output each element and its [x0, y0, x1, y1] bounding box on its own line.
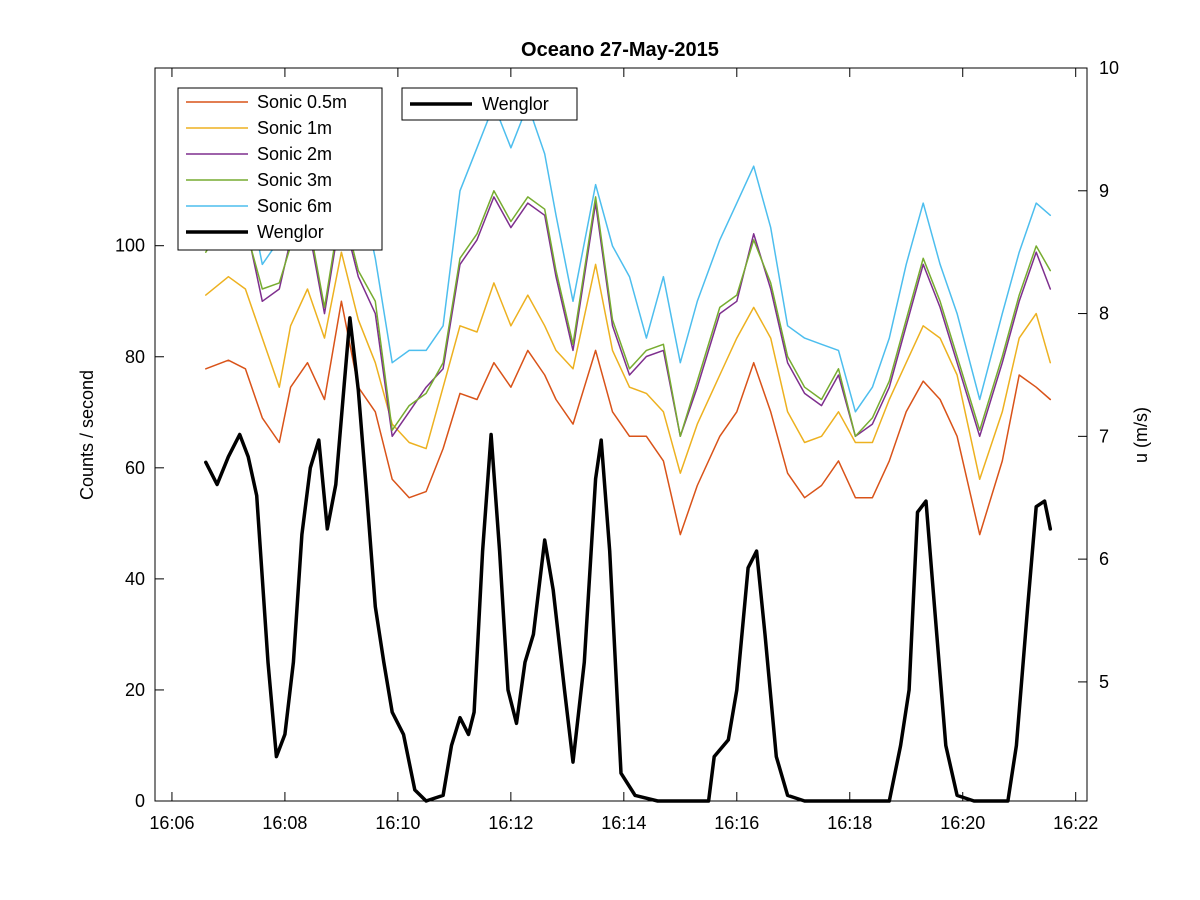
x-tick-label: 16:18: [827, 813, 872, 833]
plot-frame: [154, 67, 1088, 802]
y-axis-right: 5 6 7 8 9 10: [1078, 58, 1119, 692]
y-right-tick-label: 6: [1099, 549, 1109, 569]
series-line-wenglor: [204, 316, 1053, 803]
legend-main-box: [177, 87, 383, 251]
y-left-tick-label: 0: [135, 791, 145, 811]
x-tick-label: 16:10: [375, 813, 420, 833]
y-right-tick-label: 10: [1099, 58, 1119, 78]
y-left-tick-label: 20: [125, 680, 145, 700]
series-line-sonic-1m: [205, 251, 1052, 481]
legend-main: Sonic 0.5m Sonic 1m Sonic 2m Sonic 3m Sonic …: [177, 87, 383, 251]
y-axis-left-title: Counts / second: [77, 370, 97, 500]
series-line-sonic-0-5m: [205, 300, 1052, 536]
x-tick-label: 16:08: [262, 813, 307, 833]
y-left-tick-label: 80: [125, 347, 145, 367]
y-right-tick-label: 7: [1099, 426, 1109, 446]
legend-label: Sonic 0.5m: [257, 92, 347, 112]
x-tick-label: 16:20: [940, 813, 985, 833]
x-tick-label: 16:16: [714, 813, 759, 833]
y-axis-left: 0 20 40 60 80 100: [115, 236, 164, 811]
legend-label: Sonic 3m: [257, 170, 332, 190]
y-left-tick-label: 100: [115, 236, 145, 256]
legend-label: Sonic 6m: [257, 196, 332, 216]
y-right-tick-label: 8: [1099, 304, 1109, 324]
x-axis: 16:06 16:08 16:10 16:12 16:14 16:16 16:18 16:20…: [149, 68, 1098, 833]
legend-secondary: Wenglor: [401, 87, 578, 121]
legend-label: Wenglor: [482, 94, 549, 114]
x-tick-label: 16:14: [601, 813, 646, 833]
y-right-tick-label: 5: [1099, 672, 1109, 692]
y-left-tick-label: 60: [125, 458, 145, 478]
x-tick-label: 16:22: [1053, 813, 1098, 833]
y-axis-right-title: u (m/s): [1131, 407, 1151, 463]
legend-label: Sonic 2m: [257, 144, 332, 164]
chart-title: Oceano 27-May-2015: [521, 39, 719, 61]
y-right-tick-label: 9: [1099, 181, 1109, 201]
y-left-tick-label: 40: [125, 569, 145, 589]
x-tick-label: 16:06: [149, 813, 194, 833]
legend-label: Wenglor: [257, 222, 324, 242]
x-tick-label: 16:12: [488, 813, 533, 833]
legend-label: Sonic 1m: [257, 118, 332, 138]
